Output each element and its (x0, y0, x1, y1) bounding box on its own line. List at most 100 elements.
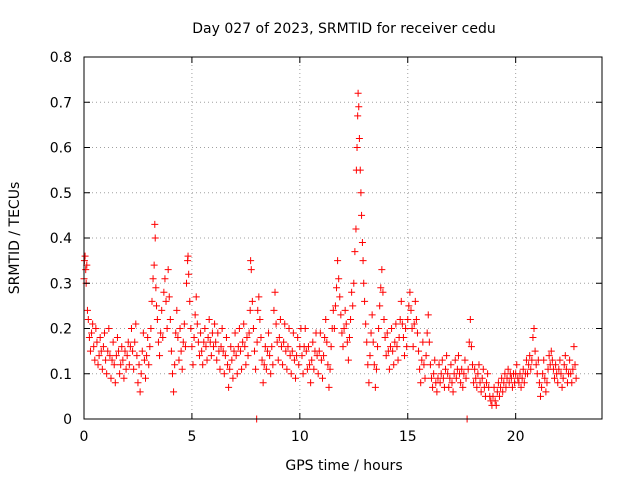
data-point (86, 347, 94, 355)
data-point (391, 338, 399, 346)
data-point (479, 365, 487, 373)
data-point (134, 379, 142, 387)
data-point (545, 352, 553, 360)
data-point (163, 325, 171, 332)
y-axis-tick-labels: 0 0.1 0.2 0.3 0.4 0.5 0.6 0.7 0.8 (50, 50, 72, 428)
data-point (124, 338, 132, 346)
data-point (242, 361, 250, 369)
data-point (201, 325, 209, 332)
data-point (180, 320, 188, 328)
data-point (378, 266, 386, 274)
data-point (325, 383, 333, 391)
data-point (247, 266, 255, 274)
data-point (404, 315, 412, 323)
data-point (326, 365, 334, 373)
data-point (198, 347, 206, 355)
data-point (388, 325, 396, 332)
data-point (527, 365, 535, 373)
data-point (191, 311, 199, 319)
data-point (495, 392, 503, 400)
data-point (212, 338, 220, 346)
data-point (335, 275, 343, 283)
data-point (409, 343, 417, 351)
data-point (359, 257, 367, 265)
data-point (308, 356, 316, 364)
data-point (535, 379, 543, 387)
data-point (436, 379, 444, 387)
data-point (205, 315, 213, 323)
data-point (279, 361, 287, 369)
data-point (108, 356, 116, 364)
data-point (369, 338, 377, 346)
x-tick-label: 10 (291, 429, 309, 445)
data-point (504, 365, 512, 373)
data-point (301, 325, 309, 332)
data-point (174, 334, 182, 342)
data-point (178, 365, 186, 373)
data-point (356, 166, 364, 174)
data-point (403, 343, 411, 351)
data-point (185, 270, 193, 278)
data-point (272, 320, 280, 328)
data-point (558, 383, 566, 391)
data-point (472, 374, 480, 382)
y-tick-label: 0.8 (50, 50, 72, 66)
x-tick-label: 5 (187, 429, 196, 445)
data-point (256, 315, 264, 323)
data-point (340, 325, 348, 332)
data-point (459, 383, 467, 391)
data-point (220, 370, 228, 378)
data-point (222, 334, 230, 342)
data-point (333, 284, 341, 292)
data-point (524, 370, 532, 378)
data-point (364, 361, 372, 369)
data-point (145, 361, 153, 369)
data-point (295, 361, 303, 369)
data-point (151, 234, 159, 242)
data-point (548, 356, 556, 364)
data-point (370, 361, 378, 369)
data-point (258, 356, 266, 364)
data-point (393, 343, 401, 351)
data-point (392, 320, 400, 328)
data-point (148, 297, 156, 305)
data-point (360, 279, 368, 287)
data-point (324, 361, 332, 369)
data-point (183, 279, 191, 287)
data-point (231, 329, 239, 337)
data-point (104, 347, 112, 355)
data-point (462, 374, 470, 382)
data-point (474, 370, 482, 378)
data-point (162, 297, 170, 305)
data-point (466, 315, 474, 323)
data-point (259, 379, 267, 387)
data-point (175, 356, 183, 364)
data-point (372, 365, 380, 373)
data-point (281, 320, 289, 328)
data-point (233, 370, 241, 378)
data-point (561, 352, 569, 360)
y-tick-label: 0.4 (50, 231, 72, 247)
data-point (547, 347, 555, 355)
data-point (230, 347, 238, 355)
data-point (171, 361, 179, 369)
data-point (538, 383, 546, 391)
data-point (94, 361, 102, 369)
data-point (147, 325, 155, 332)
data-point (396, 315, 404, 323)
data-point (121, 347, 129, 355)
data-point (176, 325, 184, 332)
data-point (313, 352, 321, 360)
data-point (211, 320, 219, 328)
data-point (330, 325, 338, 332)
data-point (164, 266, 172, 274)
data-point (116, 370, 124, 378)
data-point (381, 334, 389, 342)
data-point (102, 356, 110, 364)
data-point (139, 329, 147, 337)
data-point (390, 361, 398, 369)
data-point (150, 261, 158, 269)
data-point (235, 325, 243, 332)
data-point (228, 356, 236, 364)
